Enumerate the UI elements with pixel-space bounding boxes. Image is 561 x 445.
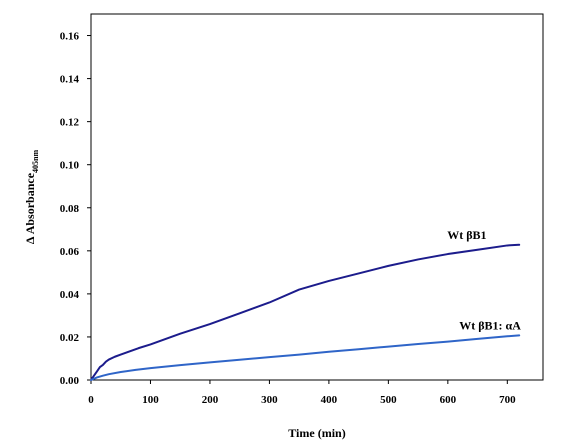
y-axis-ticks: 0.00 0.02 0.04 0.06 0.08 0.10 0.12 0.14 0.16 xyxy=(60,31,91,387)
x-tick-label: 200 xyxy=(202,394,219,406)
y-axis-title-main: Δ Absorbance xyxy=(23,172,37,244)
series-line-1 xyxy=(90,243,521,381)
series-labels: Wt βB1 Wt βB1: αA xyxy=(447,228,521,333)
y-tick-label: 0.12 xyxy=(60,117,80,129)
y-tick-label: 0.16 xyxy=(60,31,80,43)
x-tick-label: 400 xyxy=(321,394,338,406)
y-tick-label: 0.00 xyxy=(60,375,80,387)
y-axis-title: Δ Absorbance405nm xyxy=(23,150,40,245)
plot-frame xyxy=(90,13,544,381)
x-axis-ticks: 0 100 200 300 400 500 600 700 xyxy=(88,380,516,406)
y-tick-label: 0.08 xyxy=(60,203,80,215)
y-tick-label: 0.10 xyxy=(60,160,80,172)
y-tick-label: 0.14 xyxy=(60,74,80,86)
series-label-2: Wt βB1: αA xyxy=(459,318,521,332)
y-tick-label: 0.04 xyxy=(60,289,80,301)
series-layer xyxy=(90,243,521,381)
x-tick-label: 100 xyxy=(142,394,159,406)
x-tick-label: 300 xyxy=(261,394,278,406)
x-tick-label: 600 xyxy=(440,394,457,406)
x-axis-title: Time (min) xyxy=(288,426,345,440)
series-label-1: Wt βB1 xyxy=(447,228,486,242)
y-tick-label: 0.06 xyxy=(60,246,80,258)
series-line-2 xyxy=(90,334,521,381)
y-tick-label: 0.02 xyxy=(60,332,80,344)
x-tick-label: 700 xyxy=(499,394,516,406)
x-tick-label: 500 xyxy=(380,394,397,406)
x-tick-label: 0 xyxy=(88,394,94,406)
y-axis-title-subscript: 405nm xyxy=(31,150,40,173)
